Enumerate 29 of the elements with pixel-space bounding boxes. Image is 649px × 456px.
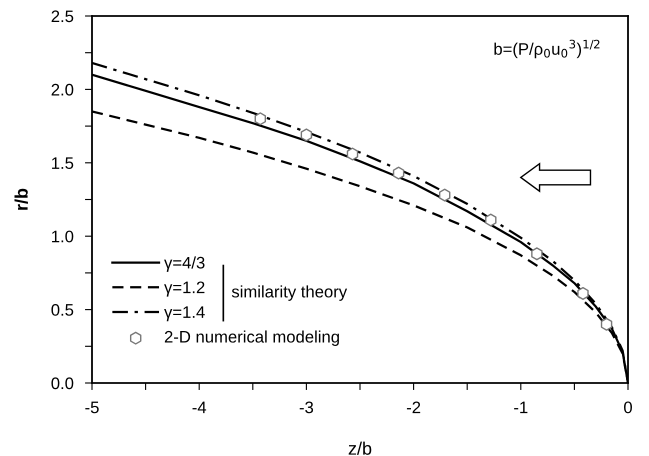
point xyxy=(438,188,450,202)
point xyxy=(600,318,612,331)
y-tick-label: 1.5 xyxy=(52,157,74,170)
point xyxy=(577,286,589,300)
point xyxy=(485,214,497,227)
x-tick-label: -4 xyxy=(192,402,206,414)
point xyxy=(392,166,404,180)
legend-label: γ=4/3 xyxy=(164,256,205,272)
x-tick-label: -3 xyxy=(300,401,314,414)
y-tick-label: 2.5 xyxy=(52,10,74,22)
y-tick-label: 0.0 xyxy=(51,377,74,390)
x-tick-label: -2 xyxy=(406,401,420,414)
x-tick-label: -1 xyxy=(514,402,528,414)
y-tick-label: 1.0 xyxy=(52,230,74,242)
y-axis-title: r/b xyxy=(14,188,28,210)
x-axis-title: z/b xyxy=(348,442,372,455)
annotation: similarity theory xyxy=(232,285,348,301)
y-tick-label: 0.5 xyxy=(51,304,74,316)
annotation: b=(P/ρ$_{0}$u$_{0}$$^{3}$)$^{1/2}$ xyxy=(494,40,600,58)
x-tick-label: 0 xyxy=(624,401,632,414)
legend-label: γ=1.2 xyxy=(164,281,204,297)
y-tick-label: 2.0 xyxy=(52,84,74,96)
point xyxy=(531,247,543,260)
point xyxy=(300,128,312,142)
point xyxy=(346,147,358,160)
x-tick-label: -5 xyxy=(85,402,99,414)
legend-label: 2-D numerical modeling xyxy=(164,330,339,346)
point xyxy=(254,112,266,126)
legend-label: γ=1.4 xyxy=(164,306,205,322)
